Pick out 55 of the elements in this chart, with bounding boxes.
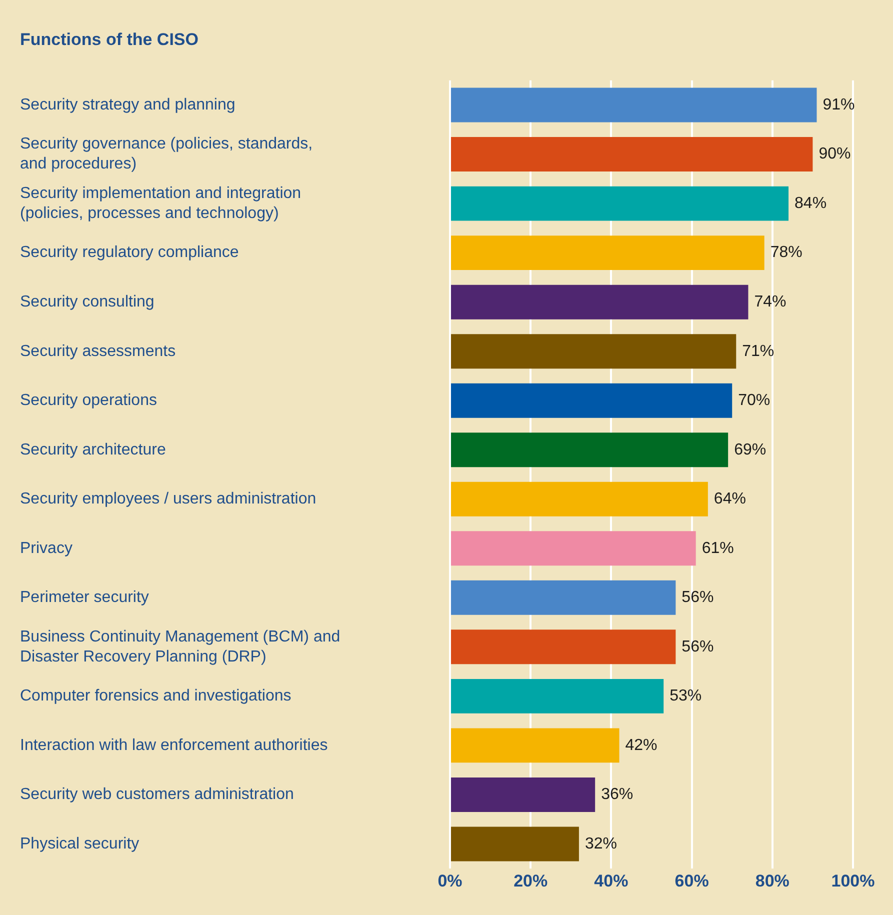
y-tick-label: Security strategy and planning: [20, 96, 236, 114]
bar: [451, 728, 620, 763]
bar: [451, 137, 813, 172]
data-label: 70%: [738, 392, 770, 410]
bar: [451, 432, 728, 468]
y-tick-label: Physical security: [20, 835, 140, 852]
data-label: 61%: [702, 540, 734, 557]
data-label: 91%: [822, 96, 855, 114]
data-label: 71%: [742, 342, 774, 360]
x-tick-label: 60%: [674, 871, 709, 890]
bar: [451, 383, 732, 418]
data-label: 64%: [714, 490, 746, 508]
y-tick-label: Privacy: [20, 540, 72, 557]
data-label: 53%: [670, 688, 702, 705]
text: Functions of the CISO: [20, 30, 198, 49]
x-tick-label: 80%: [755, 871, 790, 890]
bar: [451, 678, 664, 714]
y-tick-label: Computer forensics and investigations: [20, 688, 292, 705]
y-tick-label: Business Continuity Management (BCM) and Disaster Recovery Planning (DRP): [20, 628, 340, 666]
bar: [451, 777, 596, 812]
bar: [451, 826, 579, 862]
data-label: 74%: [754, 293, 786, 310]
bar: [451, 482, 708, 516]
y-tick-label: Security governance (policies, standards, and procedures): [20, 136, 313, 173]
y-tick-label: Interaction with law enforcement authorities: [20, 736, 328, 754]
data-label: 42%: [625, 736, 658, 754]
data-label: 56%: [682, 638, 714, 656]
data-label: 84%: [794, 194, 827, 212]
x-tick-label: 40%: [594, 871, 628, 890]
bar: [451, 531, 696, 566]
bar: [451, 88, 817, 122]
y-tick-label: Perimeter security: [20, 589, 149, 606]
data-label: 56%: [682, 589, 714, 606]
y-tick-label: Security operations: [20, 392, 157, 410]
x-tick-label: 20%: [514, 871, 548, 890]
bar: [451, 630, 676, 664]
y-tick-label: Security consulting: [20, 293, 154, 310]
data-label: 36%: [601, 786, 634, 804]
x-tick-label: 0%: [438, 871, 462, 890]
y-tick-label: Security employees / users administration: [20, 490, 316, 508]
data-label: 90%: [818, 146, 851, 163]
y-tick-label: Security assessments: [20, 342, 176, 360]
y-tick-label: Security architecture: [20, 441, 166, 458]
y-tick-label: Security web customers administration: [20, 786, 294, 804]
bar: [451, 284, 748, 320]
y-tick-label: Security implementation and integration (policies, processes and technology): [20, 184, 302, 222]
data-label: 69%: [734, 441, 766, 458]
bar: [451, 186, 789, 221]
data-label: 32%: [584, 835, 617, 852]
bar: [451, 334, 736, 369]
y-tick-label: Security regulatory compliance: [20, 244, 239, 262]
data-label: 78%: [770, 244, 802, 262]
bar: [451, 580, 676, 615]
bar: [451, 236, 764, 270]
x-tick-label: 100%: [831, 871, 875, 890]
